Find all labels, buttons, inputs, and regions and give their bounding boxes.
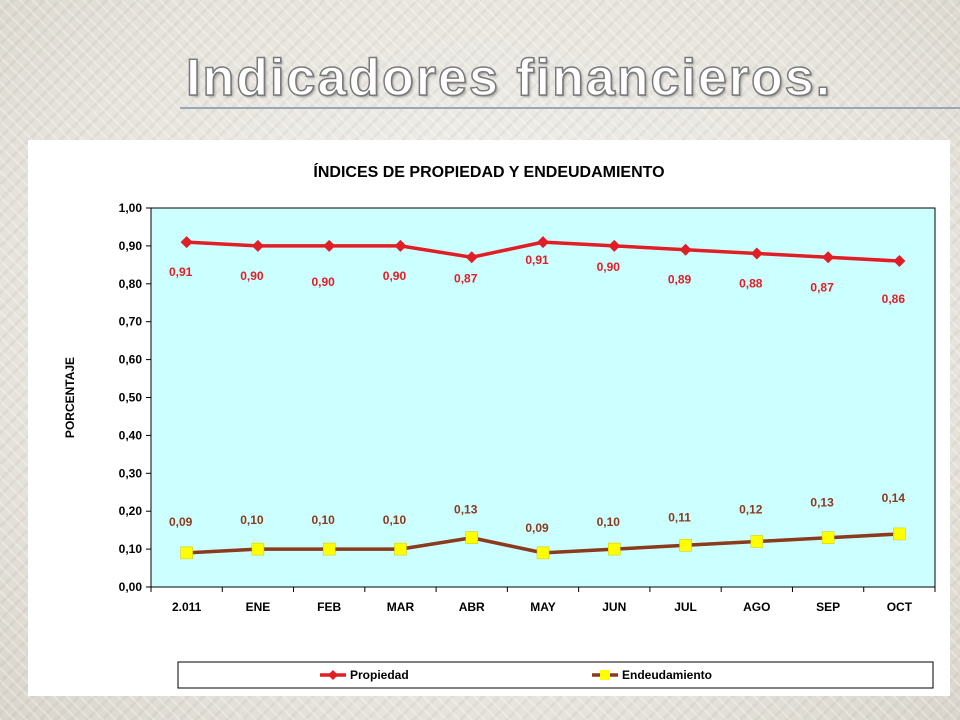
data-point [322, 542, 336, 556]
y-tick-label: 0,00 [119, 580, 143, 594]
data-label: 0,10 [383, 513, 407, 527]
y-tick-label: 0,40 [119, 428, 143, 442]
y-axis-label: PORCENTAJE [63, 357, 77, 438]
y-tick-label: 0,80 [119, 277, 143, 291]
data-label: 0,91 [525, 253, 549, 267]
plot-area [150, 207, 936, 588]
y-tick-label: 0,10 [119, 542, 143, 556]
x-tick-label: 2.011 [172, 600, 202, 614]
data-label: 0,13 [810, 496, 834, 510]
data-label: 0,13 [454, 503, 478, 517]
y-tick-label: 0,50 [119, 391, 143, 405]
legend-label: Propiedad [350, 668, 409, 682]
legend-label: Endeudamiento [622, 668, 712, 682]
data-point [679, 243, 692, 256]
x-tick-label: MAR [387, 600, 415, 614]
data-point [251, 542, 265, 556]
data-point [180, 236, 193, 249]
data-label: 0,10 [240, 513, 264, 527]
x-tick-label: OCT [887, 600, 913, 614]
y-tick-label: 0,60 [119, 353, 143, 367]
title-underline [180, 107, 960, 109]
data-point [465, 251, 478, 264]
data-point [537, 236, 549, 249]
data-point [394, 239, 407, 252]
legend-box [177, 661, 934, 689]
x-tick-label: ENE [246, 600, 271, 614]
chart-panel: ÍNDICES DE PROPIEDAD Y ENDEUDAMIENTO 0,00… [28, 140, 950, 696]
x-tick-label: ABR [459, 600, 485, 614]
data-point [536, 546, 550, 560]
data-point [750, 535, 764, 548]
data-point [750, 247, 763, 260]
x-tick-label: AGO [743, 600, 770, 614]
data-point [465, 531, 478, 544]
data-point [893, 255, 906, 268]
data-label: 0,10 [597, 515, 621, 529]
data-point [608, 542, 621, 556]
y-tick-label: 0,90 [119, 239, 143, 253]
data-label: 0,90 [240, 269, 264, 283]
data-label: 0,11 [668, 510, 691, 524]
data-label: 0,90 [383, 269, 407, 283]
data-label: 0,90 [597, 260, 621, 274]
data-point [679, 539, 692, 552]
x-tick-label: MAY [530, 600, 556, 614]
data-label: 0,90 [312, 275, 336, 289]
data-point [323, 239, 336, 252]
chart-title: ÍNDICES DE PROPIEDAD Y ENDEUDAMIENTO [313, 162, 664, 181]
x-tick-label: FEB [317, 600, 341, 614]
data-label: 0,87 [454, 271, 478, 285]
y-tick-label: 0,70 [119, 315, 143, 329]
data-point [180, 546, 193, 560]
data-label: 0,09 [525, 521, 549, 535]
legend-swatch-marker [328, 670, 338, 680]
y-tick-label: 0,30 [119, 466, 143, 480]
data-label: 0,88 [739, 276, 763, 290]
x-tick-label: SEP [816, 600, 840, 614]
y-tick-label: 1,00 [119, 201, 143, 215]
data-point [394, 542, 407, 556]
data-label: 0,12 [739, 503, 763, 517]
chart-svg: ÍNDICES DE PROPIEDAD Y ENDEUDAMIENTO 0,00… [63, 162, 936, 689]
data-label: 0,86 [882, 292, 906, 306]
data-point [893, 527, 906, 541]
data-label: 0,87 [810, 280, 834, 294]
data-label: 0,10 [312, 513, 336, 527]
data-point [608, 239, 621, 252]
y-tick-label: 0,20 [119, 504, 143, 518]
data-label: 0,91 [169, 265, 193, 279]
data-point [822, 251, 835, 264]
slide-title: Indicadores financieros. [185, 48, 833, 108]
data-point [251, 239, 264, 252]
legend-swatch-marker [600, 670, 610, 680]
data-point [821, 531, 835, 544]
data-label: 0,14 [882, 491, 906, 505]
data-label: 0,09 [169, 515, 193, 529]
data-label: 0,89 [668, 273, 692, 287]
x-tick-label: JUN [602, 600, 626, 614]
x-tick-label: JUL [674, 600, 697, 614]
